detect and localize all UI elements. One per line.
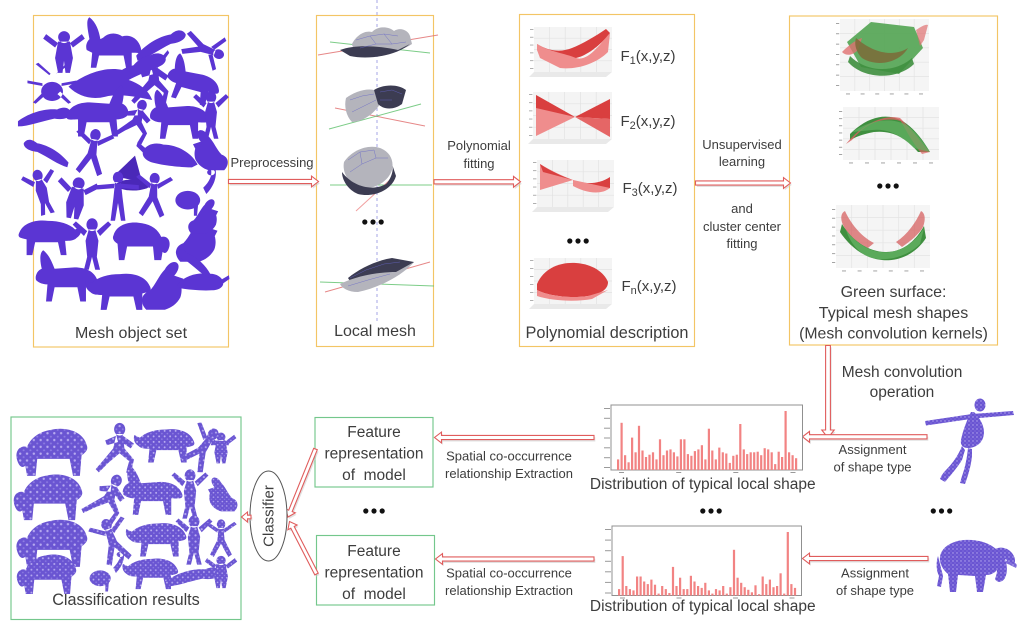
svg-text:relationship Extraction: relationship Extraction bbox=[445, 583, 573, 598]
svg-text:fitting: fitting bbox=[463, 156, 494, 171]
svg-text:Mesh object set: Mesh object set bbox=[75, 325, 188, 342]
svg-text:Polynomial description: Polynomial description bbox=[526, 324, 689, 342]
svg-text:(Mesh convolution kernels): (Mesh convolution kernels) bbox=[799, 326, 988, 343]
svg-text:F2(x,y,z): F2(x,y,z) bbox=[620, 113, 675, 132]
svg-text:of shape type: of shape type bbox=[836, 583, 914, 598]
svg-text:Green surface:: Green surface: bbox=[841, 284, 947, 301]
svg-text:Distribution of typical local: Distribution of typical local shape bbox=[590, 476, 816, 493]
svg-text:and: and bbox=[731, 201, 753, 216]
svg-text:Unsupervised: Unsupervised bbox=[702, 137, 782, 152]
svg-text:Distribution of typical local: Distribution of typical local shape bbox=[590, 598, 816, 615]
svg-text:Classifier: Classifier bbox=[261, 485, 278, 547]
svg-text:representation: representation bbox=[324, 565, 423, 582]
svg-text:fitting: fitting bbox=[726, 236, 757, 251]
svg-text:relationship Extraction: relationship Extraction bbox=[445, 466, 573, 481]
svg-text:Mesh convolution: Mesh convolution bbox=[842, 364, 963, 381]
svg-text:F3(x,y,z): F3(x,y,z) bbox=[622, 180, 677, 199]
svg-text:Classification results: Classification results bbox=[52, 591, 200, 609]
svg-text:cluster center: cluster center bbox=[703, 219, 782, 234]
svg-text:operation: operation bbox=[870, 384, 935, 401]
svg-text:Spatial co-occurrence: Spatial co-occurrence bbox=[446, 566, 572, 581]
svg-text:Fn(x,y,z): Fn(x,y,z) bbox=[621, 278, 676, 297]
svg-text:Polynomial: Polynomial bbox=[447, 138, 511, 153]
svg-text:Local mesh: Local mesh bbox=[334, 323, 416, 340]
svg-text:Assignment: Assignment bbox=[839, 442, 907, 457]
svg-text:Preprocessing: Preprocessing bbox=[230, 155, 313, 170]
svg-text:learning: learning bbox=[719, 154, 765, 169]
svg-text:Feature: Feature bbox=[347, 543, 400, 560]
svg-text:F1(x,y,z): F1(x,y,z) bbox=[620, 48, 675, 67]
svg-text:Feature: Feature bbox=[347, 424, 400, 441]
svg-text:of model: of model bbox=[342, 586, 406, 603]
svg-text:of shape type: of shape type bbox=[833, 460, 911, 475]
svg-text:Spatial co-occurrence: Spatial co-occurrence bbox=[446, 449, 572, 464]
svg-text:of model: of model bbox=[342, 467, 406, 484]
svg-text:Assignment: Assignment bbox=[841, 566, 909, 581]
svg-text:representation: representation bbox=[324, 446, 423, 463]
svg-text:Typical mesh shapes: Typical mesh shapes bbox=[819, 305, 968, 322]
